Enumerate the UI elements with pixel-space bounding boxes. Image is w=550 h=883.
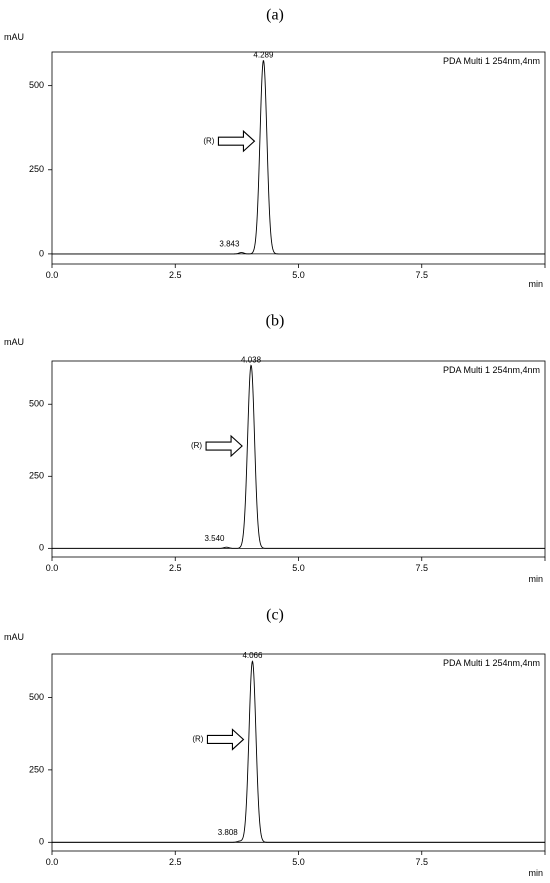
panel-label: (c) [266, 607, 284, 624]
arrow-annotation [217, 129, 256, 153]
y-tick-label: 0 [39, 837, 44, 847]
x-axis-label: min [528, 279, 543, 289]
minor-peak-label: 3.843 [219, 240, 240, 249]
x-tick-label: 0.0 [46, 563, 59, 573]
x-axis-label: min [528, 868, 543, 878]
panel-label: (b) [266, 313, 285, 330]
y-axis-label: mAU [4, 337, 24, 347]
y-axis-label: mAU [4, 32, 24, 42]
plot-frame [51, 51, 546, 265]
minor-peak-label: 3.808 [218, 828, 239, 837]
panel-label: (a) [266, 7, 284, 24]
x-tick-label: 2.5 [169, 857, 182, 867]
arrow-label: (R) [191, 441, 202, 450]
y-tick-label: 500 [29, 692, 44, 702]
x-tick-label: 5.0 [292, 563, 305, 573]
chart-panel-a: (a) mAU 0 250 500 0.0 2.5 5.0 7.5 min PDA Multi 1 … [4, 7, 546, 289]
chromatogram-trace [52, 660, 545, 843]
y-tick-label: 500 [29, 80, 44, 90]
y-tick-label: 250 [29, 164, 44, 174]
x-tick-label: 5.0 [292, 857, 305, 867]
y-tick-label: 500 [29, 399, 44, 409]
main-peak-label: 4.289 [253, 50, 274, 59]
y-tick-label: 0 [39, 543, 44, 553]
arrow-annotation [205, 434, 243, 458]
chart-panel-c: (c) mAU 0 250 500 0.0 2.5 5.0 7.5 min PDA Multi 1 … [4, 607, 546, 878]
main-peak-label: 4.038 [241, 355, 262, 364]
x-tick-label: 2.5 [169, 563, 182, 573]
x-tick-label: 7.5 [415, 563, 428, 573]
detector-label: PDA Multi 1 254nm,4nm [443, 365, 540, 375]
y-tick-label: 0 [39, 248, 44, 258]
plot-frame [51, 653, 546, 852]
chromatogram-trace [52, 60, 545, 255]
y-tick-label: 250 [29, 471, 44, 481]
x-tick-label: 0.0 [46, 270, 59, 280]
y-axis-label: mAU [4, 632, 24, 642]
chart-panel-b: (b) mAU 0 250 500 0.0 2.5 5.0 7.5 min PDA Multi 1 … [4, 313, 546, 584]
arrow-label: (R) [192, 735, 203, 744]
x-tick-label: 7.5 [415, 857, 428, 867]
plot-frame [51, 360, 546, 558]
x-tick-label: 7.5 [415, 270, 428, 280]
detector-label: PDA Multi 1 254nm,4nm [443, 56, 540, 66]
main-peak-label: 4.066 [242, 651, 263, 660]
x-axis-label: min [528, 574, 543, 584]
detector-label: PDA Multi 1 254nm,4nm [443, 658, 540, 668]
arrow-annotation [206, 728, 245, 751]
minor-peak-label: 3.540 [204, 534, 225, 543]
arrow-label: (R) [203, 136, 214, 145]
x-tick-label: 2.5 [169, 270, 182, 280]
x-tick-label: 5.0 [292, 270, 305, 280]
chromatogram-trace [52, 364, 545, 549]
y-tick-label: 250 [29, 764, 44, 774]
x-tick-label: 0.0 [46, 857, 59, 867]
